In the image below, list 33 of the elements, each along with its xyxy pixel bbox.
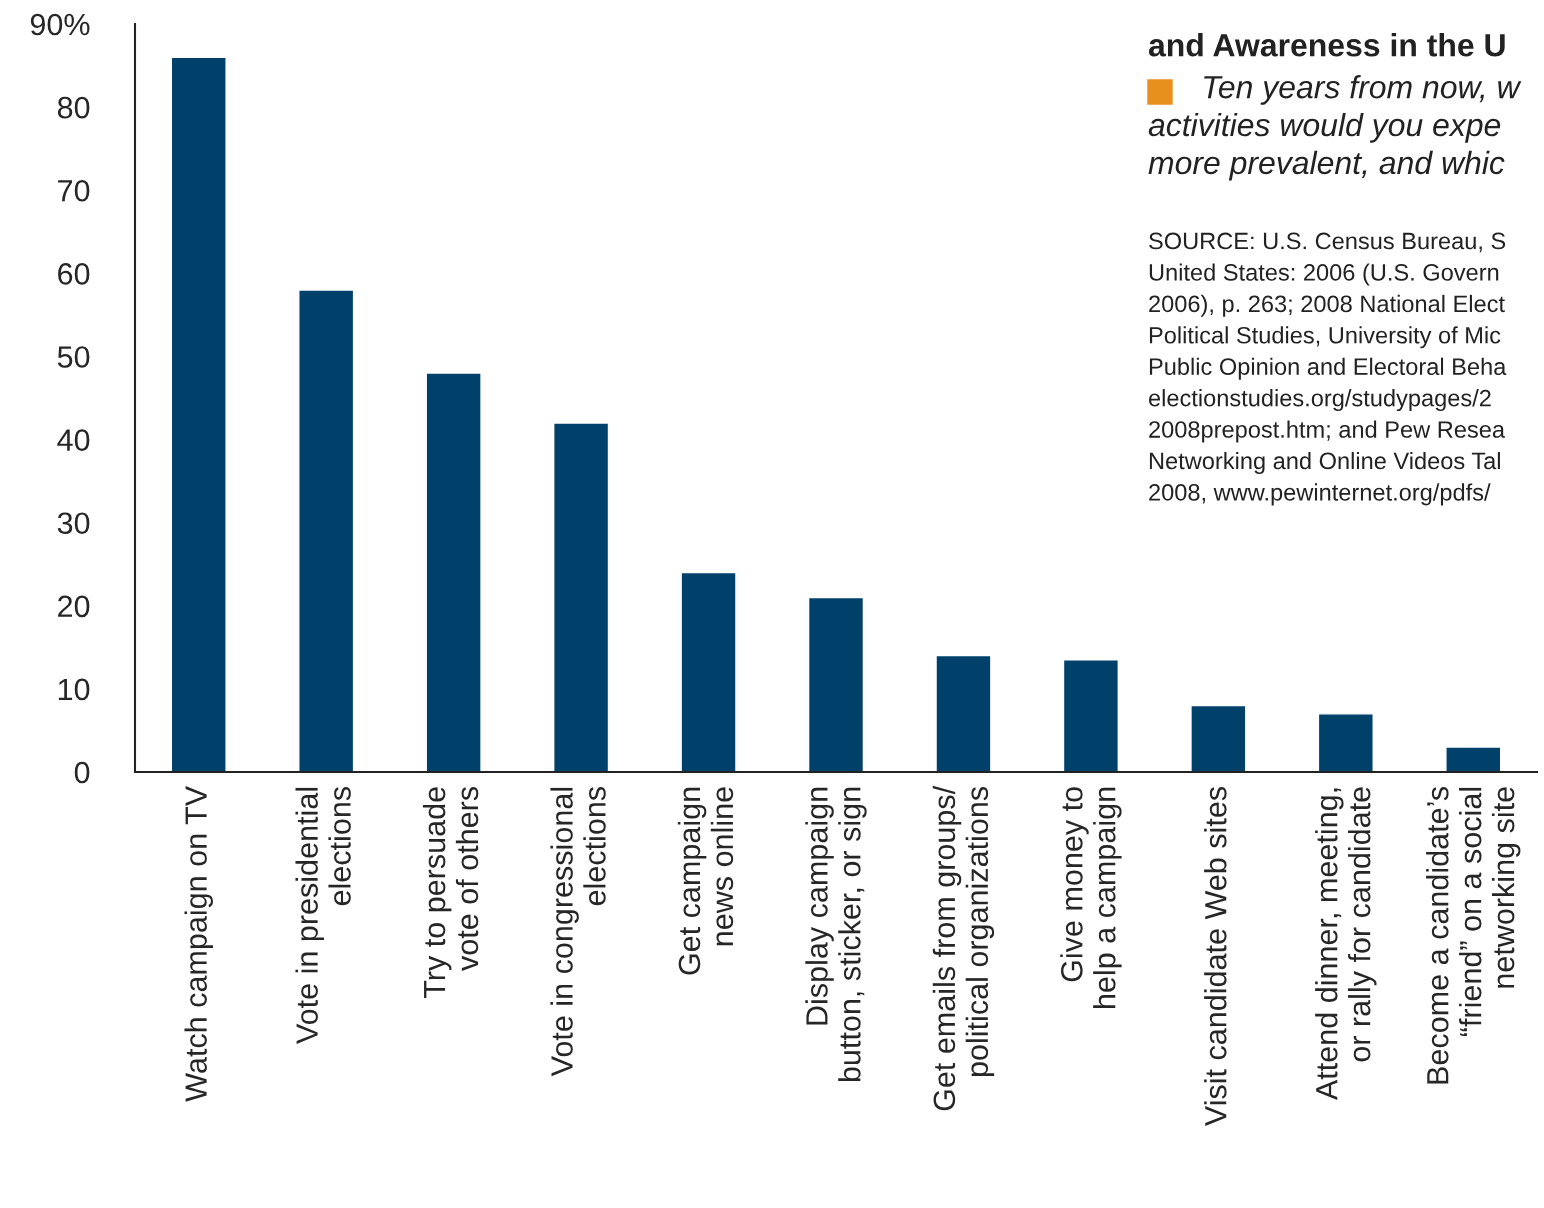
- y-tick-label: 0: [74, 761, 90, 784]
- bar: [1317, 713, 1374, 772]
- x-tick-label: Try to persuade vote of others: [422, 786, 479, 999]
- bar: [935, 654, 992, 772]
- bar: [298, 289, 355, 772]
- bar: [1445, 746, 1502, 772]
- bar: [1190, 704, 1247, 772]
- text: SOURCE: U.S. Census Bureau, S United States: 2006 (U.S. Govern 2006), p. 263; 2008 National Elect Political Studies, University of Mic Public Opinion and Electoral Beha electionstudies.org/studypages/2 2008prepost.htm; and Pew Resea Networking and Online Videos Tal 2008, www.pewinternet.org/pdfs/: [1149, 232, 1507, 506]
- x-tick-label: Get campaign news online: [677, 787, 734, 975]
- x-tick-label: Display campaign button, sticker, or sign: [805, 787, 867, 1082]
- x-tick-label: Vote in congressional elections: [550, 786, 606, 1077]
- y-tick-label: 30: [57, 512, 90, 535]
- text: Ten years from now, w activities would you expe more prevalent, and whic: [1148, 75, 1522, 181]
- y-tick-label: 10: [58, 678, 90, 701]
- bar: [680, 571, 737, 772]
- bar: [170, 56, 227, 772]
- bar: [552, 422, 610, 772]
- bar: [1062, 659, 1120, 772]
- x-tick-label: Visit candidate Web sites: [1204, 786, 1227, 1127]
- x-tick-label: Attend dinner, meeting, or rally for candidate: [1315, 787, 1377, 1101]
- x-tick-label: Give money to help a campaign: [1060, 787, 1122, 1008]
- y-tick-label: 80: [57, 96, 90, 119]
- y-tick-label: 90%: [30, 13, 90, 36]
- chart-title: and Awareness in the U: [1148, 33, 1505, 57]
- x-tick-label: Vote in presidential elections: [295, 786, 351, 1044]
- x-tick-label: Watch campaign on TV: [184, 786, 213, 1102]
- y-tick-label: 70: [58, 179, 90, 202]
- y-tick-label: 60: [58, 263, 90, 285]
- bar: [425, 372, 482, 772]
- y-tick-label: 50: [57, 346, 90, 368]
- bar: [807, 596, 865, 772]
- y-tick-label: 20: [58, 595, 90, 618]
- y-tick-label: 40: [57, 429, 90, 451]
